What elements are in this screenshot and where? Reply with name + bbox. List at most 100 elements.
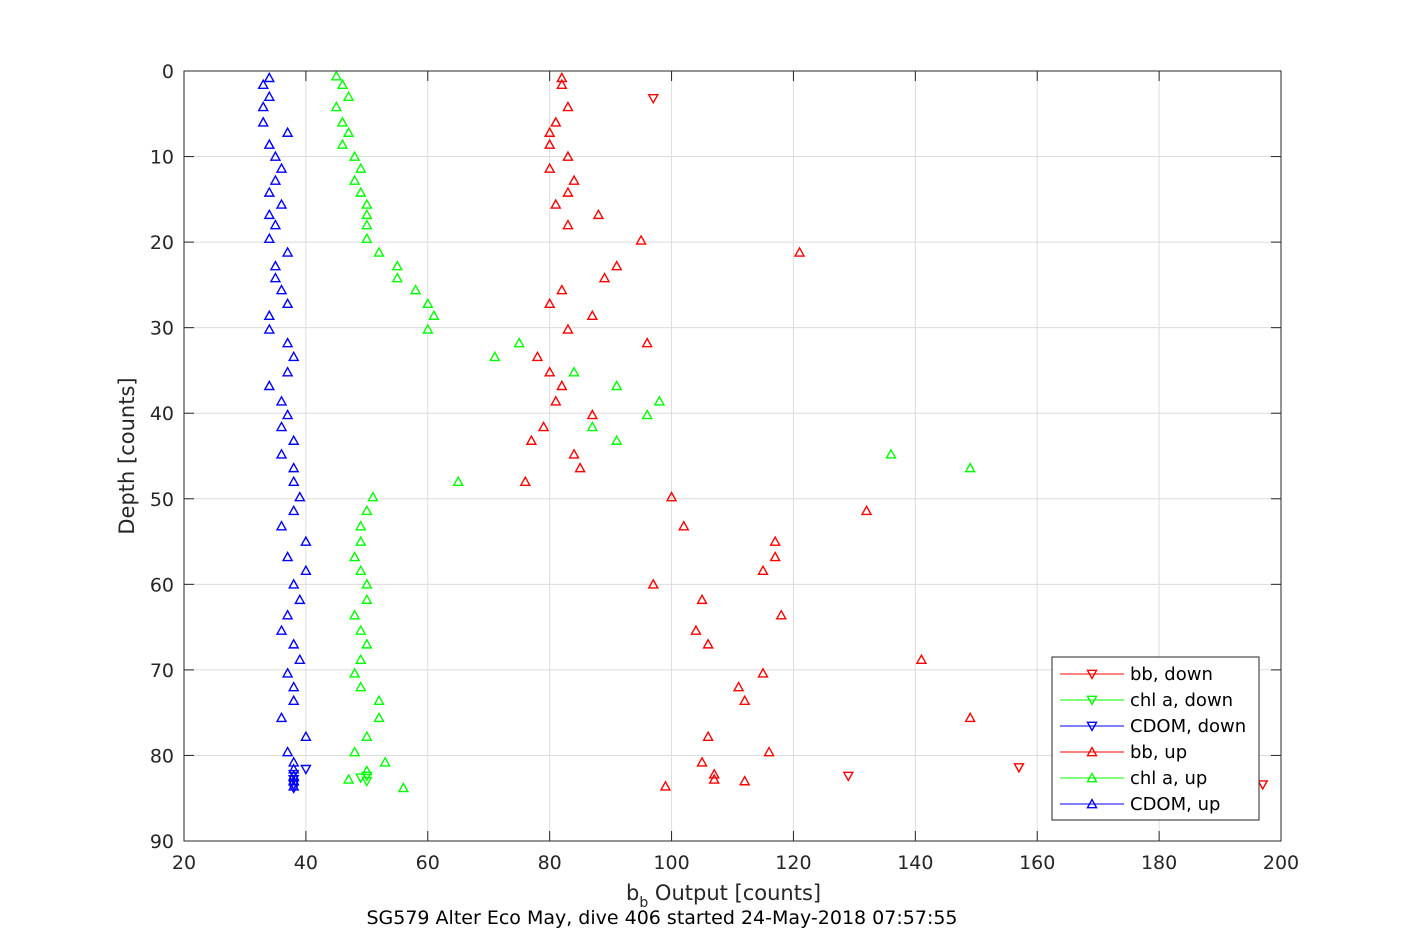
legend-box <box>1051 656 1260 821</box>
point-chl-a-up <box>428 309 440 321</box>
point-bb-down <box>1013 763 1025 774</box>
point-chl-a-up <box>330 101 343 112</box>
point-cdom-up <box>281 366 294 377</box>
x-tick-label: 20 <box>172 852 196 874</box>
point-bb-up <box>586 409 599 420</box>
point-cdom-up <box>269 174 282 185</box>
legend-marker-bb-up <box>1086 746 1098 757</box>
point-chl-a-up <box>348 551 361 562</box>
point-chl-a-up <box>379 756 391 767</box>
point-bb-down <box>647 94 659 105</box>
point-cdom-up <box>257 101 269 112</box>
point-chl-a-down <box>361 776 373 788</box>
point-chl-a-up <box>361 638 373 649</box>
legend-marker-chl-a-down <box>1086 695 1098 706</box>
point-chl-a-up <box>342 773 355 784</box>
point-bb-up <box>562 101 574 112</box>
point-chl-a-up <box>361 198 373 209</box>
point-bb-up <box>562 150 574 161</box>
point-chl-a-up <box>355 624 367 635</box>
point-cdom-up <box>288 504 300 516</box>
point-bb-up <box>665 491 678 502</box>
point-bb-up <box>708 768 720 779</box>
point-cdom-up <box>300 730 312 741</box>
point-chl-a-up <box>361 219 373 230</box>
point-bb-up <box>550 116 562 127</box>
point-cdom-up <box>294 653 306 664</box>
legend-label-chl-a-up: chl a, up <box>1130 768 1207 789</box>
point-cdom-up <box>263 232 276 244</box>
point-chl-a-up <box>568 366 580 377</box>
point-bb-up <box>574 462 586 473</box>
data-points <box>257 70 1269 794</box>
point-chl-a-up <box>336 138 349 149</box>
figure-caption: SG579 Alter Eco May, dive 406 started 24… <box>366 907 957 929</box>
y-tick-label: 90 <box>150 831 174 853</box>
y-axis-label: Depth [counts] <box>115 377 139 534</box>
point-bb-up <box>543 162 556 173</box>
point-cdom-up <box>263 323 276 334</box>
point-bb-down <box>1257 780 1269 791</box>
point-cdom-up <box>288 578 300 589</box>
legend-marker-cdom-up <box>1086 798 1098 809</box>
point-cdom-up <box>300 564 312 575</box>
point-cdom-up <box>288 681 300 692</box>
legend-label-cdom-down: CDOM, down <box>1130 716 1246 737</box>
point-bb-up <box>550 198 562 209</box>
point-bb-up <box>519 475 531 487</box>
legend-marker-cdom-down <box>1086 721 1098 732</box>
point-cdom-up <box>257 116 269 127</box>
point-bb-up <box>860 504 873 516</box>
point-chl-a-up <box>355 162 367 173</box>
point-cdom-up <box>275 162 288 173</box>
point-cdom-up <box>263 138 276 149</box>
y-tick-label: 60 <box>150 574 174 596</box>
point-cdom-up <box>263 208 276 220</box>
point-bb-up <box>708 773 720 784</box>
x-axis-label-base: b <box>626 881 639 905</box>
point-bb-up <box>702 638 714 649</box>
legend-label-cdom-up: CDOM, up <box>1130 794 1220 815</box>
point-chl-a-up <box>422 297 434 309</box>
x-tick-label: 60 <box>416 852 440 874</box>
point-cdom-up <box>288 770 300 781</box>
axis-ticks: 20 40 60 80 100 120 140 160 180 200 0 10 20 30 40 50 60 7… <box>150 61 1299 874</box>
point-bb-up <box>757 564 769 575</box>
point-bb-up <box>769 551 781 562</box>
point-chl-a-up <box>373 246 385 257</box>
x-tick-label: 140 <box>897 852 933 874</box>
y-tick-label: 30 <box>150 318 174 340</box>
point-bb-up <box>562 219 574 230</box>
point-chl-a-up <box>367 491 379 502</box>
point-cdom-up <box>294 491 306 502</box>
point-cdom-up <box>281 246 294 257</box>
point-chl-a-up <box>452 475 464 487</box>
point-cdom-up <box>263 186 276 197</box>
point-cdom-up <box>275 198 288 209</box>
point-bb-up <box>635 234 647 245</box>
point-cdom-down <box>300 764 312 776</box>
point-chl-a-up <box>330 70 343 81</box>
point-chl-a-up <box>348 746 361 757</box>
point-bb-up <box>702 730 714 741</box>
x-tick-label: 200 <box>1263 852 1299 874</box>
point-chl-a-up <box>342 90 355 102</box>
point-bb-up <box>915 653 928 664</box>
point-bb-up <box>696 756 708 767</box>
legend-label-bb-down: bb, down <box>1130 664 1213 685</box>
point-chl-a-up <box>373 694 385 706</box>
point-cdom-up <box>275 448 288 459</box>
point-cdom-up <box>263 379 276 391</box>
point-chl-a-up <box>348 609 361 620</box>
point-cdom-up <box>288 780 300 791</box>
point-chl-a-up <box>586 421 599 432</box>
point-bb-up <box>556 379 568 391</box>
point-chl-a-up <box>348 174 361 185</box>
point-cdom-up <box>288 350 300 362</box>
y-tick-label: 80 <box>150 745 174 767</box>
y-tick-label: 10 <box>150 147 174 169</box>
point-chl-a-up <box>355 520 367 531</box>
point-cdom-up <box>281 609 294 620</box>
point-bb-up <box>738 775 751 786</box>
